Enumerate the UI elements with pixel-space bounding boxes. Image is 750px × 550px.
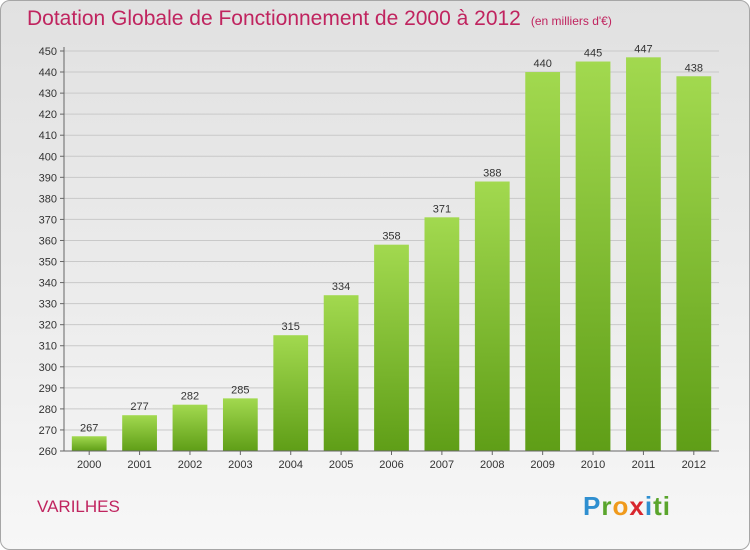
bar-2006	[374, 244, 409, 451]
bar-2001	[122, 415, 157, 451]
bar-2003	[222, 398, 258, 451]
y-tick-label: 380	[39, 193, 57, 205]
y-tick-label: 310	[39, 341, 57, 353]
x-tick-label: 2008	[480, 459, 504, 471]
bar-2012	[676, 76, 712, 452]
x-tick-label: 2004	[278, 459, 302, 471]
y-tick-label: 350	[39, 257, 57, 269]
value-label: 440	[533, 58, 551, 70]
bars: 267 277 282 285 315 334 358 371 388 440 445 447 438	[71, 43, 712, 452]
y-tick-label: 410	[39, 130, 57, 142]
x-tick-label: 2009	[530, 459, 554, 471]
x-tick-label: 2002	[178, 459, 202, 471]
logo-letter: r	[601, 491, 613, 521]
logo-letter: i	[644, 491, 654, 521]
logo-letter: P	[583, 491, 602, 521]
bar-2000	[71, 436, 107, 451]
value-label: 388	[483, 168, 501, 180]
x-tick-label: 2001	[127, 459, 151, 471]
axes: 260 270 280 290 300 310 320 330 340 350 360 370 380 3…	[39, 46, 719, 471]
y-tick-label: 360	[39, 235, 57, 247]
bar-2002	[172, 404, 208, 451]
y-tick-label: 390	[39, 172, 57, 184]
value-label: 277	[130, 401, 148, 413]
y-tick-label: 260	[39, 446, 57, 458]
y-tick-label: 320	[39, 320, 57, 332]
bar-2004	[273, 335, 309, 451]
town-name: VARILHES	[37, 497, 120, 516]
value-label: 334	[332, 281, 350, 293]
x-tick-label: 2007	[430, 459, 454, 471]
x-tick-label: 2006	[379, 459, 403, 471]
proxiti-logo[interactable]: Proxiti	[583, 491, 671, 522]
title-text: Dotation Globale de Fonctionnement de 20…	[27, 7, 521, 30]
value-label: 267	[80, 422, 98, 434]
logo-letter: x	[629, 491, 645, 521]
x-tick-label: 2012	[682, 459, 706, 471]
value-label: 315	[282, 321, 300, 333]
value-label: 438	[685, 62, 703, 74]
y-tick-label: 400	[39, 151, 57, 163]
value-label: 358	[382, 231, 400, 243]
chart-title: Dotation Globale de Fonctionnement de 20…	[27, 7, 612, 31]
y-tick-label: 300	[39, 362, 57, 374]
bar-2011	[626, 57, 661, 451]
y-tick-label: 370	[39, 214, 57, 226]
x-tick-label: 2010	[581, 459, 605, 471]
y-tick-label: 270	[39, 425, 57, 437]
bar-2007	[424, 217, 460, 451]
y-tick-label: 430	[39, 88, 57, 100]
y-tick-label: 440	[39, 67, 57, 79]
logo-letter: ti	[653, 491, 671, 521]
y-tick-label: 340	[39, 278, 57, 290]
y-tick-label: 420	[39, 109, 57, 121]
y-tick-label: 450	[39, 46, 57, 58]
x-tick-label: 2011	[632, 459, 656, 471]
value-label: 282	[181, 391, 199, 403]
x-tick-label: 2003	[228, 459, 252, 471]
y-tick-label: 330	[39, 299, 57, 311]
logo-letter: o	[612, 491, 630, 521]
x-tick-label: 2005	[329, 459, 353, 471]
bar-2009	[525, 72, 561, 451]
y-tick-label: 290	[39, 383, 57, 395]
value-label: 447	[634, 43, 652, 55]
bar-2008	[474, 181, 510, 452]
x-tick-label: 2000	[77, 459, 101, 471]
value-label: 371	[433, 203, 451, 215]
bar-2005	[323, 295, 359, 451]
value-label: 445	[584, 48, 602, 60]
chart-subtitle: (en milliers d'€)	[530, 14, 612, 28]
value-label: 285	[231, 384, 249, 396]
bar-2010	[575, 61, 611, 452]
y-tick-label: 280	[39, 404, 57, 416]
